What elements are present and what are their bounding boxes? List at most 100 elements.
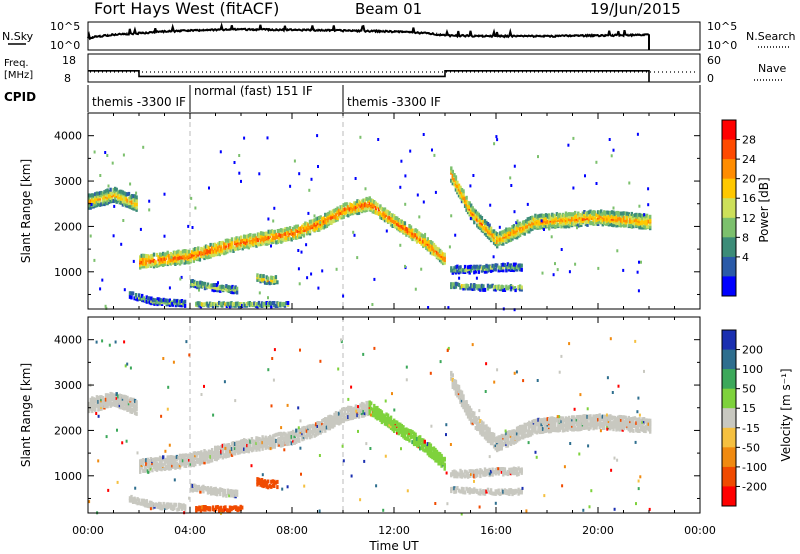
- power-echo-band: [128, 291, 187, 308]
- velocity-echo-band: [88, 391, 138, 416]
- velocity-echo-band: [190, 483, 239, 499]
- cpid-panel: CPID themis -3300 IF normal (fast) 151 IF…: [4, 84, 701, 112]
- frequency-line: [88, 70, 650, 82]
- velocity-echo-band: [139, 400, 371, 474]
- colorbar-tick-label: 20: [742, 173, 756, 186]
- range-tick-label: 1000: [54, 470, 82, 483]
- power-echo-band: [450, 262, 523, 275]
- colorbar-swatch: [722, 276, 736, 297]
- noise-right-tick-bottom: 10^0: [707, 39, 737, 52]
- colorbar-swatch: [722, 256, 736, 277]
- power-scatter-cells: [89, 132, 650, 312]
- power-echo-band: [256, 273, 279, 286]
- time-tick-label: 00:00: [684, 524, 716, 537]
- velocity-panel: Slant Range [km] 1000 2000 3000 4000: [19, 316, 701, 516]
- velocity-echo-band: [368, 400, 446, 471]
- noise-left-tick-top: 10^5: [50, 20, 80, 33]
- colorbar-swatch: [722, 427, 736, 448]
- time-tick-label: 20:00: [582, 524, 614, 537]
- noise-sky-line: [87, 22, 650, 50]
- freq-right-tick-bottom: 0: [707, 72, 714, 85]
- colorbar-tick-label: -15: [742, 422, 760, 435]
- colorbar-swatch: [722, 369, 736, 390]
- cpid-segment-label: themis -3300 IF: [347, 95, 441, 109]
- time-tick-label: 16:00: [480, 524, 512, 537]
- colorbar-tick-label: 12: [742, 212, 756, 225]
- colorbar-tick-label: 24: [742, 153, 756, 166]
- velocity-colorbar: 200 100 50 15 -15 -50 -100 -200 Velocity [m s⁻¹…: [721, 329, 793, 507]
- colorbar-tick-label: 8: [742, 231, 749, 244]
- velocity-ylabel: Slant Range [km]: [19, 363, 33, 467]
- velocity-data-layer: [88, 317, 652, 516]
- colorbar-swatch: [722, 466, 736, 487]
- noise-panel: N.Sky 10^5 10^0 10^5 10^0 N.Search: [2, 20, 796, 52]
- colorbar-tick-label: 100: [742, 363, 763, 376]
- colorbar-swatch: [722, 447, 736, 468]
- colorbar-swatch: [722, 388, 736, 409]
- power-echo-band: [450, 281, 523, 293]
- range-tick-label: 3000: [54, 175, 82, 188]
- time-tick-label: 12:00: [378, 524, 410, 537]
- colorbar-swatch: [722, 217, 736, 238]
- colorbar-swatch: [722, 178, 736, 199]
- colorbar-swatch: [722, 349, 736, 370]
- velocity-echo-band: [450, 466, 523, 479]
- colorbar-swatch: [722, 139, 736, 160]
- power-echo-band: [450, 166, 652, 249]
- noise-sky-label: N.Sky: [2, 30, 34, 43]
- colorbar-tick-label: 28: [742, 134, 756, 147]
- station-title: Fort Hays West (fitACF): [94, 0, 279, 18]
- velocity-echo-band: [256, 477, 279, 490]
- velocity-echo-band: [128, 494, 187, 512]
- cpid-label: CPID: [4, 90, 36, 104]
- colorbar-swatch: [722, 198, 736, 219]
- beam-title: Beam 01: [355, 0, 422, 18]
- colorbar-tick-label: 4: [742, 251, 749, 264]
- noise-search-dots: [88, 27, 648, 39]
- range-tick-label: 2000: [54, 220, 82, 233]
- frequency-panel: Freq. [MHz] 18 8 60 0 Nave: [4, 53, 786, 85]
- time-axis: 00:00 04:00 08:00 12:00 16:00 20:00 00:00: [72, 524, 716, 537]
- date-title: 19/Jun/2015: [590, 0, 681, 18]
- power-echo-band: [88, 186, 138, 212]
- noise-left-tick-bottom: 10^0: [50, 39, 80, 52]
- time-axis-label: Time UT: [368, 539, 419, 553]
- power-echo-band: [368, 196, 446, 266]
- velocity-echo-band: [450, 486, 523, 497]
- colorbar-tick-label: -100: [742, 461, 767, 474]
- power-data-layer: [88, 113, 652, 312]
- range-tick-label: 2000: [54, 424, 82, 437]
- nave-label: Nave: [758, 62, 786, 75]
- power-colorbar: 28 24 20 16 12 8 4 Power [dB]: [721, 119, 771, 297]
- colorbar-swatch: [722, 330, 736, 351]
- freq-label-line1: Freq.: [4, 58, 29, 69]
- time-tick-label: 00:00: [72, 524, 104, 537]
- colorbar-tick-label: 15: [742, 402, 756, 415]
- velocity-echo-band: [195, 504, 244, 513]
- range-tick-label: 1000: [54, 266, 82, 279]
- range-tick-label: 3000: [54, 379, 82, 392]
- power-panel: Slant Range [km] 1000 2000 3000 4000: [19, 112, 701, 312]
- time-tick-label: 08:00: [276, 524, 308, 537]
- freq-left-tick-bottom: 8: [64, 72, 71, 85]
- noise-search-label: N.Search: [746, 30, 796, 43]
- noise-right-tick-top: 10^5: [707, 20, 737, 33]
- velocity-echo-band: [450, 370, 652, 453]
- velocity-scatter-cells: [88, 337, 651, 516]
- colorbar-tick-label: 16: [742, 192, 756, 205]
- colorbar-tick-label: 50: [742, 383, 756, 396]
- freq-left-tick-top: 18: [62, 54, 76, 67]
- colorbar-tick-label: 200: [742, 344, 763, 357]
- range-tick-label: 4000: [54, 334, 82, 347]
- cpid-segment-label: normal (fast) 151 IF: [194, 84, 313, 98]
- colorbar-swatch: [722, 486, 736, 507]
- power-echo-band: [139, 196, 371, 270]
- time-tick-label: 04:00: [174, 524, 206, 537]
- power-colorbar-title: Power [dB]: [757, 177, 771, 242]
- colorbar-tick-label: -200: [742, 480, 767, 493]
- velocity-colorbar-title: Velocity [m s⁻¹]: [779, 368, 793, 461]
- colorbar-tick-label: -50: [742, 441, 760, 454]
- freq-right-tick-top: 60: [707, 54, 721, 67]
- power-echo-band: [190, 279, 239, 295]
